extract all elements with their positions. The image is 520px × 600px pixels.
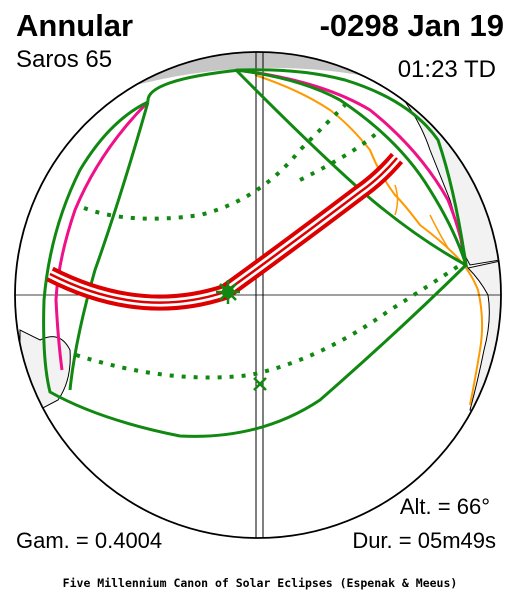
sub-solar-x-marker bbox=[253, 377, 267, 391]
magnitude-curve-mid bbox=[299, 128, 382, 182]
gamma-label: Gam. = 0.4004 bbox=[16, 528, 163, 553]
saros-label: Saros 65 bbox=[16, 46, 113, 73]
eclipse-date-title: -0298 Jan 19 bbox=[319, 8, 504, 43]
central-path-centerline bbox=[49, 157, 398, 304]
penumbral-limit-inner bbox=[68, 101, 150, 391]
globe-outline bbox=[14, 51, 502, 539]
duration-label: Dur. = 05m49s bbox=[352, 528, 496, 553]
penumbral-limit-upper-lobe bbox=[234, 68, 469, 269]
greatest-eclipse-star-marker bbox=[216, 280, 240, 304]
penumbral-limit-outer bbox=[42, 100, 468, 438]
rise-set-curve-east bbox=[235, 68, 468, 266]
eclipse-time-label: 01:23 TD bbox=[397, 56, 496, 83]
penumbral-limit-north bbox=[146, 68, 468, 266]
altitude-label: Alt. = 66° bbox=[399, 494, 490, 519]
rise-set-curve-west bbox=[54, 100, 150, 371]
credit-footer: Five Millennium Canon of Solar Eclipses … bbox=[62, 576, 458, 590]
magnitude-curve-north bbox=[83, 103, 347, 221]
eclipse-type-title: Annular bbox=[16, 8, 134, 43]
coastline-americas bbox=[254, 74, 484, 406]
coastline-gulf bbox=[394, 184, 449, 249]
